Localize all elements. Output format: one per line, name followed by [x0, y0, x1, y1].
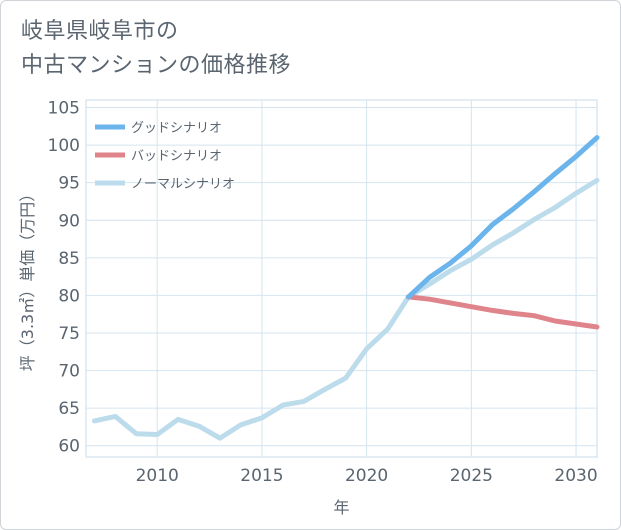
x-tick-label: 2025 — [450, 466, 493, 486]
x-tick-label: 2030 — [554, 466, 597, 486]
y-tick-label: 65 — [58, 399, 80, 419]
y-tick-label: 95 — [58, 174, 80, 194]
series-line — [406, 135, 600, 300]
y-tick-label: 70 — [58, 362, 80, 382]
y-tick-label: 85 — [58, 249, 80, 269]
x-tick-label: 2020 — [345, 466, 388, 486]
y-tick-label: 105 — [48, 99, 80, 119]
y-tick-label: 80 — [58, 286, 80, 306]
series-line — [406, 294, 600, 330]
legend-label: ノーマルシナリオ — [131, 177, 235, 192]
y-axis-label: 坪（3.3㎡）単価（万円） — [18, 186, 37, 371]
y-tick-label: 75 — [58, 324, 80, 344]
y-tick-label: 60 — [58, 437, 80, 457]
plot-area — [85, 99, 598, 458]
y-tick-label: 100 — [48, 136, 80, 156]
x-axis-label: 年 — [333, 498, 349, 517]
legend-label: バッドシナリオ — [131, 149, 222, 164]
series-line — [91, 177, 600, 441]
chart-title-line1: 岐阜県岐阜市の — [21, 19, 179, 44]
x-tick-label: 2015 — [240, 466, 283, 486]
chart-title-line2: 中古マンションの価格推移 — [21, 53, 292, 78]
y-tick-label: 90 — [58, 211, 80, 231]
legend-label: グッドシナリオ — [131, 121, 222, 136]
x-tick-label: 2010 — [136, 466, 179, 486]
chart-title: 岐阜県岐阜市の 中古マンションの価格推移 — [21, 15, 291, 83]
